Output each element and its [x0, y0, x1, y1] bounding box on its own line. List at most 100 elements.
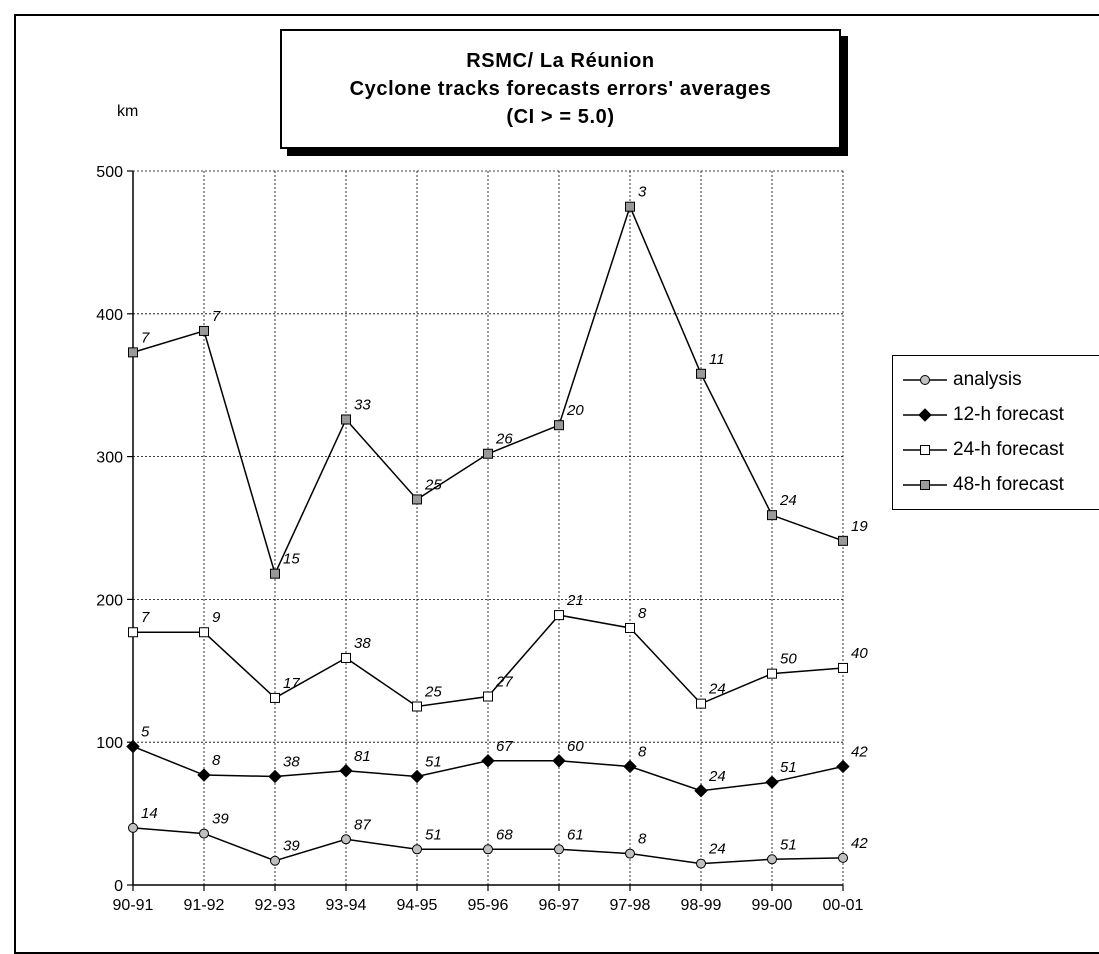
data-label-analysis: 14: [141, 805, 158, 822]
data-point-12-h-forecast: [481, 754, 495, 768]
data-point-analysis: [483, 844, 493, 855]
data-point-12-h-forecast: [268, 769, 282, 784]
data-point-48-h-forecast: [199, 325, 209, 336]
data-label-48-h-forecast: 7: [212, 308, 221, 325]
x-tick-label: 98-99: [681, 897, 722, 914]
data-label-48-h-forecast: 19: [851, 518, 868, 535]
x-tick-label: 00-01: [823, 897, 864, 914]
legend-item-12-h-forecast: 12-h forecast: [893, 400, 1099, 430]
data-label-analysis: 24: [708, 841, 726, 858]
x-tick-label: 97-98: [610, 897, 651, 914]
data-label-analysis: 61: [567, 826, 584, 843]
data-point-48-h-forecast: [767, 510, 777, 521]
data-label-24-h-forecast: 21: [566, 592, 584, 609]
data-label-24-h-forecast: 8: [638, 605, 647, 622]
chart-title-line-2: Cyclone tracks forecasts errors' average…: [349, 78, 772, 100]
data-label-48-h-forecast: 11: [709, 351, 725, 368]
x-tick-label: 91-92: [184, 897, 225, 914]
data-label-48-h-forecast: 33: [354, 396, 371, 413]
data-point-48-h-forecast: [128, 347, 138, 358]
data-label-12-h-forecast: 81: [354, 748, 371, 765]
x-tick-label: 95-96: [468, 897, 509, 914]
data-point-analysis: [625, 848, 635, 859]
data-label-analysis: 39: [283, 838, 300, 855]
legend-marker: [918, 408, 932, 422]
legend-swatch-24-h-forecast: [903, 445, 947, 455]
data-point-analysis: [412, 844, 422, 855]
y-tick-label: 200: [96, 592, 123, 609]
chart-title-box: RSMC/ La Réunion Cyclone tracks forecast…: [280, 29, 841, 149]
legend-swatch-12-h-forecast: [903, 408, 947, 422]
data-point-analysis: [270, 855, 280, 866]
data-label-12-h-forecast: 60: [567, 738, 584, 755]
data-point-analysis: [767, 854, 777, 865]
data-point-24-h-forecast: [199, 627, 209, 638]
data-label-48-h-forecast: 20: [566, 402, 584, 419]
data-label-24-h-forecast: 40: [851, 645, 868, 662]
data-label-analysis: 8: [638, 831, 647, 848]
data-label-48-h-forecast: 15: [283, 551, 300, 568]
legend-swatch-analysis: [903, 375, 947, 385]
data-label-24-h-forecast: 38: [354, 635, 371, 652]
data-label-24-h-forecast: 24: [708, 681, 726, 698]
data-label-24-h-forecast: 25: [424, 684, 442, 701]
data-point-24-h-forecast: [554, 610, 564, 621]
y-axis-unit-label: km: [117, 103, 139, 120]
legend-item-48-h-forecast: 48-h forecast: [893, 470, 1099, 500]
data-label-analysis: 42: [851, 835, 868, 852]
data-point-24-h-forecast: [838, 662, 848, 673]
chart-title-line-1: RSMC/ La Réunion: [466, 50, 655, 72]
data-point-12-h-forecast: [836, 759, 850, 774]
data-point-12-h-forecast: [623, 759, 637, 774]
x-tick-label: 99-00: [752, 897, 793, 914]
data-label-24-h-forecast: 9: [212, 609, 221, 626]
x-tick-label: 94-95: [397, 897, 438, 914]
y-tick-label: 300: [96, 450, 123, 467]
data-label-analysis: 68: [496, 826, 513, 843]
data-point-12-h-forecast: [410, 769, 424, 784]
legend-label: 48-h forecast: [953, 474, 1064, 495]
legend-swatch-48-h-forecast: [903, 480, 947, 490]
data-point-analysis: [838, 852, 848, 863]
data-label-24-h-forecast: 17: [283, 675, 300, 692]
data-label-analysis: 51: [425, 826, 442, 843]
data-point-analysis: [341, 834, 351, 845]
legend-marker: [920, 445, 930, 455]
x-tick-label: 90-91: [113, 897, 154, 914]
legend-marker: [920, 480, 930, 490]
data-label-12-h-forecast: 24: [708, 768, 726, 785]
data-label-48-h-forecast: 26: [495, 431, 513, 448]
data-point-analysis: [128, 822, 138, 833]
data-label-12-h-forecast: 51: [780, 759, 797, 776]
data-label-12-h-forecast: 8: [212, 752, 221, 769]
legend-item-24-h-forecast: 24-h forecast: [893, 435, 1099, 465]
data-point-24-h-forecast: [412, 701, 422, 712]
data-point-48-h-forecast: [625, 201, 635, 212]
data-point-48-h-forecast: [483, 448, 493, 459]
data-point-24-h-forecast: [696, 698, 706, 709]
data-label-12-h-forecast: 42: [851, 743, 868, 760]
data-point-12-h-forecast: [552, 754, 566, 768]
data-label-48-h-forecast: 7: [141, 329, 150, 346]
data-point-24-h-forecast: [767, 668, 777, 679]
data-point-24-h-forecast: [483, 691, 493, 702]
data-label-12-h-forecast: 67: [496, 738, 513, 755]
legend-marker: [920, 375, 930, 385]
legend-item-analysis: analysis: [893, 365, 1099, 395]
y-tick-label: 0: [114, 878, 123, 895]
x-tick-label: 96-97: [539, 897, 580, 914]
data-label-24-h-forecast: 50: [780, 651, 797, 668]
chart-title-line-3: (CI > = 5.0): [506, 106, 615, 128]
chart-legend: analysis 12-h forecast 24-h forecast 48-h f…: [892, 355, 1099, 510]
data-label-12-h-forecast: 51: [425, 753, 442, 770]
data-point-48-h-forecast: [270, 568, 280, 579]
x-tick-label: 93-94: [326, 897, 367, 914]
data-point-24-h-forecast: [128, 627, 138, 638]
x-tick-label: 92-93: [255, 897, 296, 914]
data-label-12-h-forecast: 8: [638, 743, 647, 760]
data-point-analysis: [199, 828, 209, 839]
data-point-48-h-forecast: [412, 494, 422, 505]
data-label-48-h-forecast: 3: [638, 184, 647, 201]
legend-label: analysis: [953, 369, 1022, 390]
